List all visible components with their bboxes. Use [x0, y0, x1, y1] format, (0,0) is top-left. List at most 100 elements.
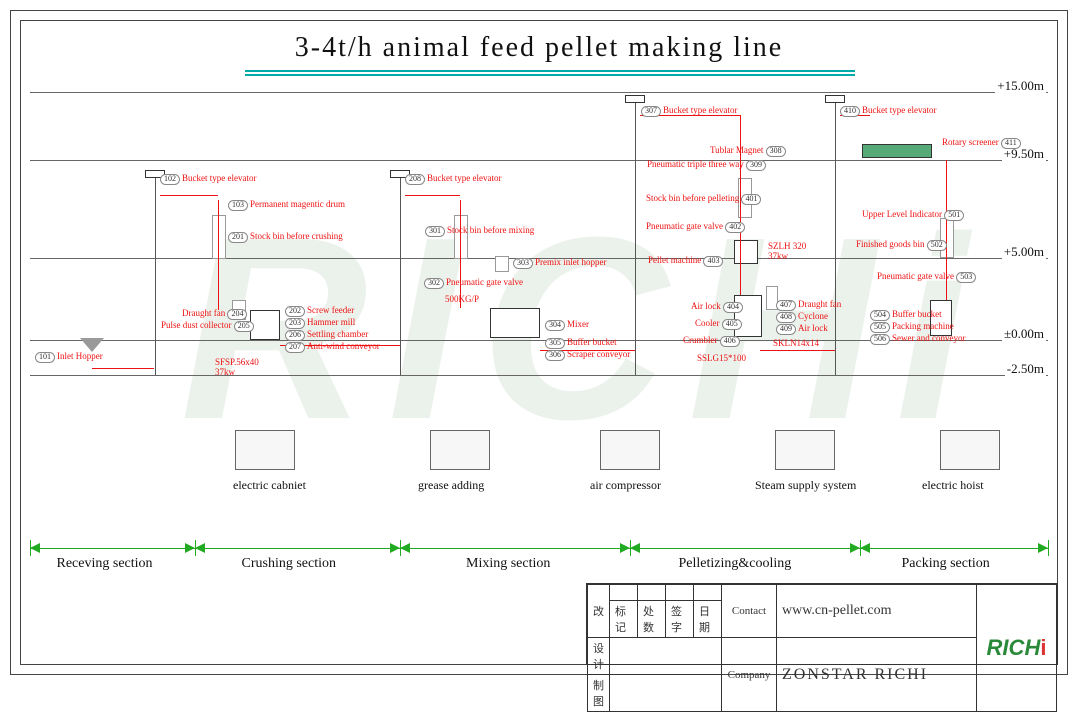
component-label-404: Air lock 404 — [691, 302, 745, 313]
component-label-407: 407Draught fan — [776, 300, 841, 311]
elevator-line — [155, 175, 156, 375]
component-label-502: Finished goods bin 502 — [856, 240, 949, 251]
section-arrow-left-icon — [630, 543, 640, 553]
flow-line — [92, 368, 154, 369]
component-label-205: Pulse dust collector 205 — [161, 321, 256, 332]
component-label-305: 305Buffer bucket — [545, 338, 617, 349]
component-label-403: Pellet machine 403 — [648, 256, 725, 267]
component-label-505: 505Packing machine — [870, 322, 954, 333]
spec-note: SKLN14x14 — [773, 339, 819, 349]
spec-note: SZLH 320 37kw — [768, 242, 806, 262]
tb-logo-cell: RICHi — [977, 585, 1057, 712]
mixer-icon — [490, 308, 540, 338]
component-label-501: Upper Level Indicator 501 — [862, 210, 966, 221]
elevation-line — [30, 92, 1048, 93]
tb-head-1: 处数 — [638, 601, 666, 638]
section-tick — [860, 540, 861, 556]
component-label-504: 504Buffer bucket — [870, 310, 942, 321]
component-label-405: Cooler 405 — [695, 319, 744, 330]
component-label-208: 208Bucket type elevator — [405, 174, 501, 185]
section-tick — [30, 540, 31, 556]
component-label-207: 207Anti-wind conveyor — [285, 342, 380, 353]
component-label-101: 101Inlet Hopper — [35, 352, 103, 363]
section-tick — [195, 540, 196, 556]
rotary-screener-icon — [862, 144, 932, 158]
component-label-202: 202Screw feeder — [285, 306, 354, 317]
component-label-306: 306Scraper conveyor — [545, 350, 630, 361]
aux-equipment-label: electric cabniet — [233, 478, 306, 493]
elevation-label: +5.00m — [1002, 244, 1046, 260]
aux-equipment-label: grease adding — [418, 478, 484, 493]
section-arrow-left-icon — [860, 543, 870, 553]
flow-line — [740, 115, 741, 295]
section-label: Pelletizing&cooling — [679, 556, 792, 572]
elevator-head-icon — [825, 95, 845, 103]
component-label-304: 304Mixer — [545, 320, 589, 331]
inlet-hopper-icon — [80, 338, 104, 352]
component-label-102: 102Bucket type elevator — [160, 174, 256, 185]
component-label-103: 103Permanent magentic drum — [228, 200, 345, 211]
section-label: Packing section — [902, 556, 990, 572]
elevator-line — [835, 100, 836, 375]
flow-line — [160, 195, 218, 196]
section-dim-line — [860, 548, 1048, 549]
finished-bin-icon — [940, 218, 954, 258]
richi-logo: RICHi — [987, 635, 1047, 660]
spec-note: SFSP.56x40 37kw — [215, 358, 259, 378]
component-label-308: Tublar Magnet 308 — [710, 146, 788, 157]
flow-line — [218, 200, 219, 310]
component-label-506: 506Sewer and conveyor — [870, 334, 965, 345]
component-label-406: Crumbler 406 — [683, 336, 742, 347]
pellet-machine-icon — [734, 240, 758, 264]
elevator-line — [635, 100, 636, 375]
tb-head-0: 标记 — [610, 601, 638, 638]
component-label-302: 302Pneumatic gate valve — [424, 278, 523, 289]
tb-left-1: 设 计 — [588, 638, 610, 675]
component-label-411: Rotary screener 411 — [942, 138, 1023, 149]
title-rule-2 — [245, 74, 855, 76]
component-label-203: 203Hammer mill — [285, 318, 355, 329]
drawing-title: 3-4t/h animal feed pellet making line — [0, 32, 1078, 64]
flow-line — [460, 200, 461, 308]
mixing-bin-icon — [454, 215, 468, 259]
tb-contact-label: Contact — [722, 585, 777, 638]
section-tick — [1048, 540, 1049, 556]
section-dim-line — [195, 548, 400, 549]
component-label-303: 303Premix inlet hopper — [513, 258, 607, 269]
aux-equipment-label: electric hoist — [922, 478, 984, 493]
section-arrow-right-icon — [185, 543, 195, 553]
tb-head-3: 日期 — [694, 601, 722, 638]
elevator-head-icon — [625, 95, 645, 103]
component-label-204: Draught fan 204 — [182, 309, 249, 320]
elevation-label: +15.00m — [995, 78, 1046, 94]
section-arrow-left-icon — [30, 543, 40, 553]
section-arrow-left-icon — [400, 543, 410, 553]
section-arrow-right-icon — [1038, 543, 1048, 553]
section-tick — [400, 540, 401, 556]
component-label-408: 408Cyclone — [776, 312, 828, 323]
section-label: Receving section — [57, 556, 153, 572]
elevator-line — [400, 175, 401, 375]
flow-line — [405, 195, 460, 196]
section-label: Crushing section — [242, 556, 337, 572]
tb-left-2: 制 图 — [588, 675, 610, 712]
elevation-line — [30, 160, 1048, 161]
elevation-line — [30, 375, 1048, 376]
aux-equipment-icon — [775, 430, 835, 470]
title-block: 改 Contact www.cn-pellet.com RICHi 标记 处数 … — [586, 583, 1058, 665]
tb-contact-value: www.cn-pellet.com — [777, 585, 977, 638]
aux-equipment-icon — [235, 430, 295, 470]
tb-head-2: 签字 — [666, 601, 694, 638]
component-label-206: 206Settling chamber — [285, 330, 368, 341]
spec-note: SSLG15*100 — [697, 354, 746, 364]
component-label-410: 410Bucket type elevator — [840, 106, 936, 117]
elevation-label: -2.50m — [1005, 361, 1046, 377]
component-label-401: Stock bin before pelleting 401 — [646, 194, 763, 205]
elevation-label: ±0.00m — [1002, 326, 1046, 342]
component-label-201: 201Stock bin before crushing — [228, 232, 343, 243]
section-dim-line — [30, 548, 195, 549]
tb-left-0: 改 — [588, 585, 610, 638]
component-label-402: Pneumatic gate valve 402 — [646, 222, 747, 233]
premix-hopper-icon — [495, 256, 509, 272]
tb-company-value: ZONSTAR RICHI — [777, 638, 977, 712]
